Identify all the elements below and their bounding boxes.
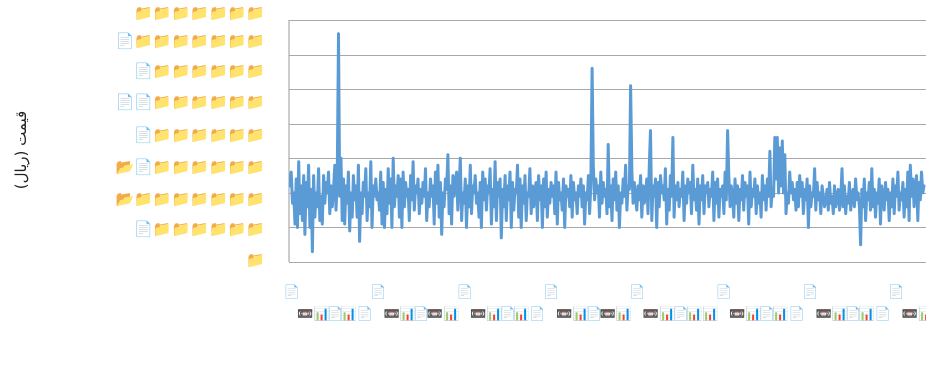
x-tick-label: 📊📄 xyxy=(772,306,804,322)
x-tick-label: 📊📄 xyxy=(859,306,891,322)
x-tick-label: 📼📊 xyxy=(643,306,675,322)
x-tick-label: 📄 xyxy=(716,284,732,300)
x-tick-label: 📄 xyxy=(370,284,386,300)
x-tick-label: 📄 xyxy=(327,306,343,322)
y-tick-label: 📄📁📁📁📁📁📁 xyxy=(134,126,265,144)
y-tick-label: 📄📁📁📁📁📁📁📁 xyxy=(116,32,265,50)
y-tick-label: 📂📄📁📁📁📁📁📁 xyxy=(116,158,265,176)
series-line xyxy=(288,32,926,254)
x-tick-label: 📼📊 xyxy=(384,306,416,322)
x-tick-label: 📄 xyxy=(845,306,861,322)
x-tick-label: 📄 xyxy=(802,284,818,300)
x-tick-label: 📄 xyxy=(500,306,516,322)
x-tick-label: 📼📊 xyxy=(902,306,926,322)
y-tick-label: 📁 xyxy=(246,251,265,269)
x-tick-label: 📄 xyxy=(759,306,775,322)
x-tick-label: 📄 xyxy=(672,306,688,322)
x-axis-ticks: 📄📼📊📄📊📄📄📼📊📄📼📊📄📼📊📄📊📄📄📼📊📄📼📊📄📼📊📄📊📊📄📼📊📄📊📄📄📼📊📄… xyxy=(284,284,926,322)
x-tick-label: 📊📄 xyxy=(341,306,373,322)
x-tick-label: 📼📊 xyxy=(427,306,459,322)
x-tick-label: 📊📄 xyxy=(513,306,545,322)
y-axis-label: قیمت (ریال) xyxy=(12,110,30,190)
x-tick-label: 📄 xyxy=(457,284,473,300)
y-tick-label: 📁📁📁📁📁📁📁 xyxy=(134,4,265,22)
x-tick-label: 📄 xyxy=(586,306,602,322)
y-tick-label: 📄📄📁📁📁📁📁📁 xyxy=(116,93,265,111)
x-tick-label: 📄 xyxy=(629,284,645,300)
y-tick-label: 📄📁📁📁📁📁📁 xyxy=(134,62,265,80)
x-tick-label: 📼📊 xyxy=(297,306,329,322)
y-axis-ticks: 📁📁📁📁📁📁📁📄📁📁📁📁📁📁📁📄📁📁📁📁📁📁📄📄📁📁📁📁📁📁📄📁📁📁📁📁📁📂📄📁… xyxy=(116,4,265,269)
x-tick-label: 📄 xyxy=(413,306,429,322)
x-tick-label: 📼📊 xyxy=(815,306,847,322)
y-tick-label: 📄📁📁📁📁📁📁 xyxy=(134,220,265,238)
x-tick-label: 📼📊 xyxy=(556,306,588,322)
x-tick-label: 📄 xyxy=(284,284,300,300)
y-tick-label: 📂📁📁📁📁📁📁📁 xyxy=(116,190,265,208)
x-tick-label: 📄 xyxy=(888,284,904,300)
x-tick-label: 📼📊 xyxy=(470,306,502,322)
x-tick-label: 📊📊 xyxy=(686,306,718,322)
x-tick-label: 📼📊 xyxy=(600,306,632,322)
x-tick-label: 📄 xyxy=(543,284,559,300)
x-tick-label: 📼📊 xyxy=(729,306,761,322)
